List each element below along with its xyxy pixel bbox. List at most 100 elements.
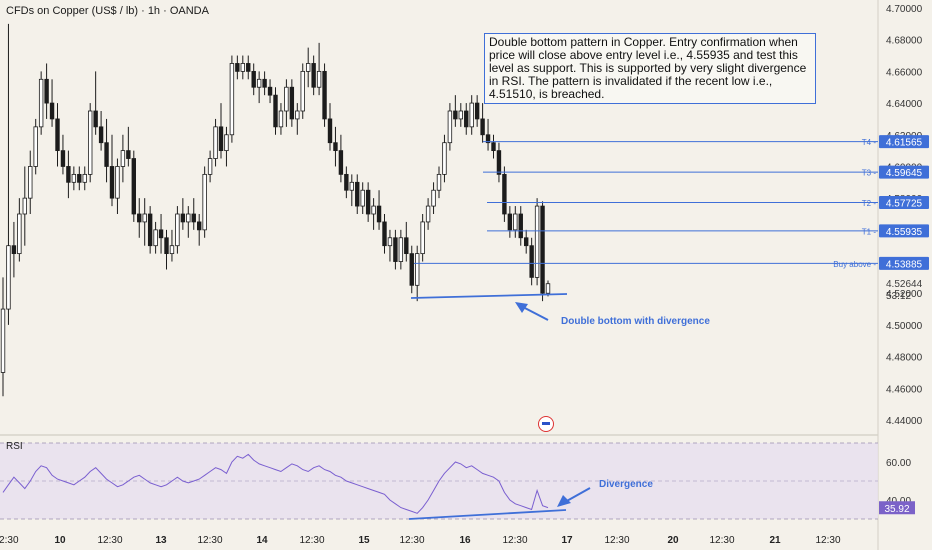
level-name: T2 - xyxy=(862,199,877,208)
time-tick-label: 12:30 xyxy=(399,535,424,546)
candle-body xyxy=(289,86,295,120)
candle-body xyxy=(534,205,540,278)
candle-body xyxy=(376,205,382,223)
time-tick-label: 12:30 xyxy=(502,535,527,546)
candle-body xyxy=(164,237,169,255)
candle-body xyxy=(436,173,442,191)
candle-body xyxy=(311,63,316,88)
candle-body xyxy=(322,70,327,120)
candle-body xyxy=(77,173,82,183)
candle-body xyxy=(431,189,436,207)
candle-body xyxy=(491,142,496,152)
candle-body xyxy=(120,150,126,167)
candle-body xyxy=(251,70,256,88)
candle-body xyxy=(11,245,17,255)
level-tag xyxy=(879,224,929,238)
candle-body xyxy=(344,173,349,191)
time-tick-label: 12:30 xyxy=(709,535,734,546)
candle-body xyxy=(142,213,147,223)
candle-body xyxy=(529,245,534,278)
candle-body xyxy=(316,70,322,88)
price-tick-label: 4.48000 xyxy=(886,353,923,364)
candle-body xyxy=(158,229,164,239)
price-tick-label: 4.50000 xyxy=(886,321,923,332)
level-tag xyxy=(879,165,929,179)
candle-body xyxy=(338,150,344,175)
candle-body xyxy=(458,110,463,120)
candle-body xyxy=(180,213,186,223)
candle-body xyxy=(349,181,354,191)
level-value: 4.53885 xyxy=(886,259,923,270)
candle-body xyxy=(278,110,284,128)
candle-body xyxy=(371,205,376,215)
price-tick-label: 4.64000 xyxy=(886,99,923,110)
candle-body xyxy=(60,150,66,167)
candle-body xyxy=(513,213,518,231)
level-name: T4 - xyxy=(862,138,877,147)
time-tick-label: 12:30 xyxy=(815,535,840,546)
candle-body xyxy=(235,63,240,72)
divergence-label: Divergence xyxy=(599,479,653,490)
candle-body xyxy=(186,213,191,223)
time-tick-label: 21 xyxy=(769,535,781,546)
candle-body xyxy=(115,166,120,199)
candle-body xyxy=(480,118,485,136)
time-tick-label: 20 xyxy=(667,535,679,546)
candle-body xyxy=(104,142,109,167)
time-tick-label: 16 xyxy=(459,535,471,546)
time-tick-label: 12:30 xyxy=(299,535,324,546)
candle-body xyxy=(202,173,207,231)
candle-body xyxy=(545,283,551,294)
level-value: 4.59645 xyxy=(886,168,923,179)
candle-body xyxy=(71,173,77,183)
candle-body xyxy=(485,134,491,144)
rsi-label: RSI xyxy=(6,441,23,452)
candle-body xyxy=(98,126,104,144)
chart-title: CFDs on Copper (US$ / lb) · 1h · OANDA xyxy=(6,5,209,17)
support-line xyxy=(410,293,568,299)
candle-body xyxy=(453,110,458,120)
candle-body xyxy=(365,189,371,215)
time-tick-label: 15 xyxy=(358,535,370,546)
candle-body xyxy=(267,86,273,96)
time-tick-label: 12:30 xyxy=(197,535,222,546)
candle-body xyxy=(109,166,115,199)
level-value: 4.55935 xyxy=(886,227,923,238)
candle-body xyxy=(66,166,71,183)
us-flag-icon[interactable] xyxy=(538,416,554,432)
candle-body xyxy=(518,213,523,239)
candle-body xyxy=(126,150,131,159)
candle-body xyxy=(474,102,480,120)
level-tag xyxy=(879,135,929,149)
countdown-label: 53:12 xyxy=(886,291,911,302)
candle-body xyxy=(425,205,431,223)
candle-body xyxy=(246,63,251,72)
candle-body xyxy=(360,189,365,207)
candle-body xyxy=(273,94,278,128)
candle-body xyxy=(469,102,474,128)
candle-body xyxy=(153,229,158,247)
candle-body xyxy=(442,142,447,175)
candle-body xyxy=(88,110,93,175)
rsi-tick-label: 60.00 xyxy=(886,458,911,469)
rsi-line xyxy=(2,453,549,514)
time-tick-label: 17 xyxy=(561,535,573,546)
time-tick-label: 14 xyxy=(256,535,268,546)
time-tick-label: 13 xyxy=(155,535,167,546)
candle-body xyxy=(147,213,153,247)
candle-body xyxy=(404,237,409,255)
price-tick-label: 4.66000 xyxy=(886,67,923,78)
candle-body xyxy=(240,63,245,72)
candle-body xyxy=(28,166,33,199)
candle-body xyxy=(44,78,49,104)
support-arrowhead xyxy=(515,302,528,313)
level-value: 4.61565 xyxy=(886,138,923,149)
candle-body xyxy=(502,173,507,215)
support-arrow xyxy=(520,305,549,321)
price-tick-label: 4.68000 xyxy=(886,36,923,47)
time-tick-label: 12:30 xyxy=(97,535,122,546)
candle-body xyxy=(262,78,267,88)
current-price-label: 4.52644 xyxy=(886,279,923,290)
candle-body xyxy=(333,142,338,152)
